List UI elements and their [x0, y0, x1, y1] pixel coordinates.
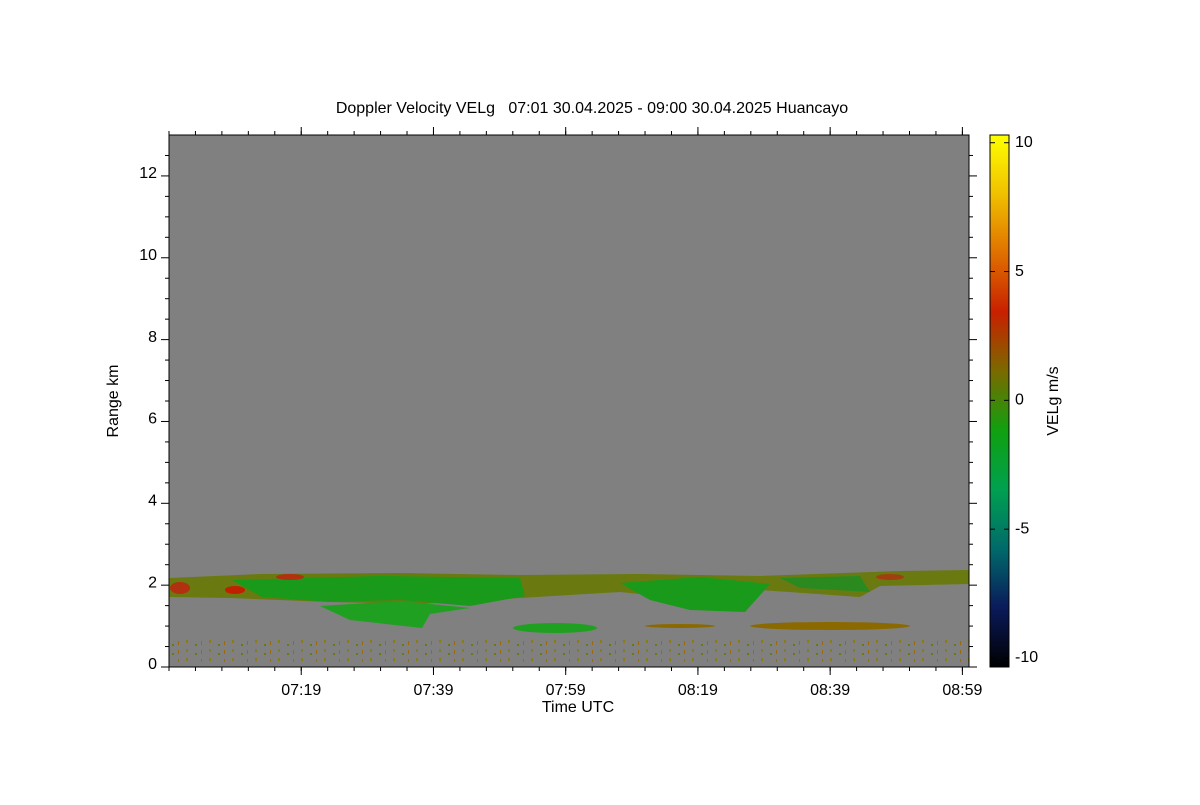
- y-tick-label: 0: [148, 656, 157, 673]
- velocity-field: [169, 570, 969, 662]
- colorbar: [989, 134, 1010, 668]
- colorbar-tick-label: -5: [1015, 520, 1029, 537]
- colorbar-tick-label: -10: [1015, 649, 1038, 666]
- x-tick-label: 08:19: [678, 682, 718, 699]
- x-tick-label: 08:59: [942, 682, 982, 699]
- y-tick-label: 10: [139, 247, 157, 264]
- y-tick-label: 4: [148, 493, 157, 510]
- x-axis-label: Time UTC: [542, 699, 614, 716]
- x-tick-label: 07:39: [413, 682, 453, 699]
- colorbar-tick-label: 0: [1015, 392, 1024, 409]
- x-tick-label: 07:59: [546, 682, 586, 699]
- y-tick-label: 12: [139, 165, 157, 182]
- y-tick-label: 6: [148, 411, 157, 428]
- colorbar-label: VELg m/s: [1045, 366, 1062, 435]
- colorbar-tick-label: 10: [1015, 134, 1033, 151]
- x-tick-label: 08:39: [810, 682, 850, 699]
- y-tick-label: 8: [148, 329, 157, 346]
- colorbar-tick-label: 5: [1015, 263, 1024, 280]
- x-tick-label: 07:19: [281, 682, 321, 699]
- y-axis-label: Range km: [105, 365, 122, 438]
- chart-title: Doppler Velocity VELg 07:01 30.04.2025 -…: [336, 100, 848, 117]
- y-tick-label: 2: [148, 574, 157, 591]
